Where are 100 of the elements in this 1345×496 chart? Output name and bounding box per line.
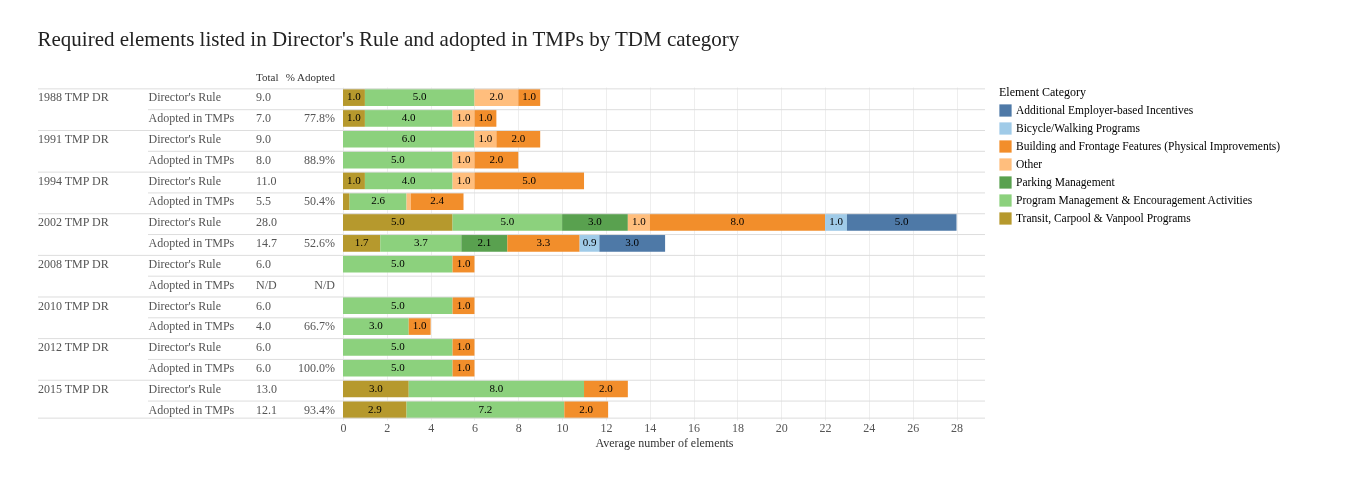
data-label: 1.0 <box>456 173 471 186</box>
text: % Adopted <box>285 71 336 83</box>
legend-label: Transit, Carpool & Vanpool Programs <box>1016 211 1192 225</box>
text: 93.4% <box>304 402 335 417</box>
text: 52.6% <box>304 236 335 251</box>
data-label: 3.0 <box>368 381 384 394</box>
data-label: 8.0 <box>489 381 504 394</box>
data-label: 2.0 <box>489 152 504 165</box>
text: N/D <box>256 277 277 292</box>
y-tick-label: Director's Rule <box>148 173 221 188</box>
text: 13.0 <box>256 381 277 396</box>
x-tick-label: 28 <box>951 420 964 435</box>
bar <box>496 130 541 148</box>
bar <box>343 317 409 335</box>
y-tick-label: Adopted in TMPs <box>148 194 235 209</box>
bar <box>343 297 453 315</box>
data-label: 0.9 <box>582 236 597 249</box>
x-tick-label: 26 <box>907 420 920 435</box>
chart-title: Required elements listed in Director's Rule and adopted in TMPs by TDM category <box>37 27 740 51</box>
text: 1988 TMP DR <box>38 90 109 105</box>
y-tick-label: Director's Rule <box>148 215 221 230</box>
text: 11.0 <box>256 173 277 188</box>
x-tick-label: 8 <box>515 420 522 435</box>
data-label: 5.0 <box>894 215 910 228</box>
data-label: 1.0 <box>456 298 471 311</box>
text: N/D <box>314 277 336 292</box>
bar <box>380 234 462 252</box>
y-tick-label: Adopted in TMPs <box>148 360 235 375</box>
data-label: 5.0 <box>412 90 428 103</box>
text: 9.0 <box>256 90 271 105</box>
bar <box>649 213 826 231</box>
data-label: 5.0 <box>390 340 406 353</box>
bar <box>364 109 453 127</box>
legend-title: Element Category <box>999 85 1086 99</box>
text: 100.0% <box>298 360 335 375</box>
y-tick-label: Director's Rule <box>148 381 221 396</box>
bar <box>461 234 508 252</box>
text: 2012 TMP DR <box>38 340 109 355</box>
data-label: 2.0 <box>599 381 614 394</box>
data-label: 1.7 <box>354 236 369 249</box>
data-label: 1.0 <box>456 152 471 165</box>
data-label: 6.0 <box>401 132 417 145</box>
bar <box>474 172 585 190</box>
text: 2015 TMP DR <box>38 381 109 396</box>
data-label: 5.0 <box>390 215 406 228</box>
x-tick-label: 22 <box>819 420 832 435</box>
bar <box>364 172 453 190</box>
bar <box>408 380 585 398</box>
data-label: 5.0 <box>522 173 537 186</box>
y-tick-label: Adopted in TMPs <box>148 319 235 334</box>
bar <box>343 213 453 231</box>
data-label: 2.4 <box>430 194 445 207</box>
data-label: 1.0 <box>456 111 471 124</box>
bar <box>452 213 563 231</box>
text: 7.0 <box>256 111 271 126</box>
x-tick-label: 10 <box>556 420 569 435</box>
bar <box>846 213 957 231</box>
x-tick-label: 24 <box>863 420 876 435</box>
data-label: 7.2 <box>478 402 493 415</box>
x-tick-label: 2 <box>384 420 391 435</box>
bar <box>343 255 453 273</box>
data-label: 1.0 <box>478 132 493 145</box>
data-label: 1.0 <box>456 340 471 353</box>
data-label: 1.0 <box>456 256 471 269</box>
y-tick-label: Director's Rule <box>148 256 221 271</box>
data-label: 1.0 <box>347 111 362 124</box>
text: Total <box>256 71 279 83</box>
data-label: 2.1 <box>477 236 492 249</box>
x-tick-label: 12 <box>600 420 613 435</box>
x-tick-label: 20 <box>775 420 788 435</box>
data-label: 2.0 <box>579 402 594 415</box>
legend-label: Bicycle/Walking Programs <box>1016 121 1141 135</box>
data-label: 1.0 <box>347 90 362 103</box>
bar <box>343 192 350 210</box>
legend-label: Program Management & Encouragement Activities <box>1016 193 1253 207</box>
text: 5.5 <box>256 194 271 209</box>
data-label: 2.0 <box>511 132 526 145</box>
data-label: 1.0 <box>829 215 844 228</box>
data-label: 5.0 <box>390 152 406 165</box>
data-label: 1.0 <box>347 173 362 186</box>
text: 2010 TMP DR <box>38 298 109 313</box>
y-tick-label: Adopted in TMPs <box>148 111 235 126</box>
bar <box>562 213 628 231</box>
data-label: 2.6 <box>371 194 386 207</box>
y-tick-label: Director's Rule <box>148 132 221 147</box>
text: 77.8% <box>304 111 335 126</box>
y-tick-label: Adopted in TMPs <box>148 236 235 251</box>
text: 88.9% <box>304 152 335 167</box>
data-label: 4.0 <box>401 173 417 186</box>
text: 12.1 <box>256 402 277 417</box>
data-label: 1.0 <box>412 319 428 332</box>
data-label: 1.0 <box>522 90 537 103</box>
text: 1991 TMP DR <box>38 132 109 147</box>
text: 2008 TMP DR <box>38 256 109 271</box>
text: 50.4% <box>304 194 335 209</box>
data-label: 3.7 <box>413 236 429 249</box>
data-label: 3.3 <box>536 236 551 249</box>
y-tick-label: Director's Rule <box>148 298 221 313</box>
data-label: 3.0 <box>368 319 384 332</box>
legend-label: Building and Frontage Features (Physical Improvements) <box>1016 139 1281 153</box>
